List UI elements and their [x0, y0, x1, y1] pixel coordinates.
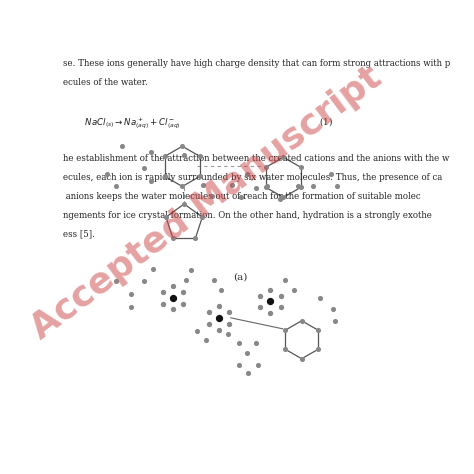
Point [262, 183, 270, 191]
Point [161, 153, 169, 160]
Point [127, 290, 135, 298]
Point [196, 153, 204, 160]
Point [162, 213, 170, 221]
Point [280, 154, 287, 161]
Point [179, 182, 186, 190]
Point [161, 173, 169, 180]
Point [276, 195, 283, 203]
Point [140, 164, 147, 172]
Point [149, 265, 157, 273]
Point [333, 182, 340, 190]
Point [298, 317, 305, 325]
Text: Accepted Manuscript: Accepted Manuscript [24, 60, 388, 346]
Point [236, 362, 243, 369]
Point [256, 292, 264, 300]
Point [314, 346, 322, 353]
Point [228, 181, 236, 189]
Point [252, 339, 260, 347]
Point [316, 294, 324, 301]
Point [215, 302, 223, 310]
Point [147, 148, 155, 155]
Point [180, 288, 187, 296]
Text: $\mathit{NaCl}_{(s)} \rightarrow \mathit{Na}^+_{(aq)} + \mathit{Cl}^-_{(aq)}$   : $\mathit{NaCl}_{(s)} \rightarrow \mathit… [63, 116, 333, 131]
Point [217, 287, 225, 294]
Point [254, 362, 262, 369]
Point [226, 308, 233, 316]
Point [277, 292, 284, 300]
Point [196, 173, 204, 180]
Point [331, 318, 338, 325]
Point [243, 349, 250, 356]
Point [267, 286, 274, 293]
Text: ecules, each ion is rapidly surrounded by six water molecules. Thus, the presenc: ecules, each ion is rapidly surrounded b… [63, 173, 442, 182]
Point [329, 305, 337, 312]
Point [298, 355, 305, 363]
Point [252, 184, 260, 192]
Point [169, 306, 177, 313]
Point [280, 193, 287, 201]
Point [226, 320, 233, 328]
Point [262, 164, 270, 171]
Point [140, 278, 147, 285]
Point [191, 235, 199, 242]
Point [294, 182, 302, 190]
Point [147, 177, 155, 185]
Point [118, 143, 126, 150]
Text: ngements for ice crystal formation. On the other hand, hydration is a strongly e: ngements for ice crystal formation. On t… [63, 210, 432, 219]
Point [327, 170, 335, 177]
Point [314, 327, 322, 334]
Text: (a): (a) [233, 272, 247, 281]
Text: anions keeps the water molecules out of reach for the formation of suitable mole: anions keeps the water molecules out of … [63, 191, 420, 201]
Point [225, 330, 232, 338]
Point [282, 346, 289, 353]
Point [291, 287, 298, 294]
Point [208, 192, 216, 200]
Point [243, 170, 250, 177]
Point [180, 300, 187, 308]
Point [245, 369, 252, 376]
Point [193, 327, 201, 335]
Point [256, 303, 264, 311]
Text: ess [5].: ess [5]. [63, 229, 95, 238]
Point [297, 164, 305, 171]
Point [169, 294, 177, 301]
Point [215, 314, 223, 322]
Point [205, 308, 213, 316]
Point [182, 276, 190, 283]
Point [263, 182, 271, 190]
Point [112, 182, 120, 190]
Point [282, 327, 289, 334]
Point [199, 181, 206, 189]
Point [169, 283, 177, 290]
Point [210, 276, 217, 283]
Point [282, 276, 289, 283]
Text: ecules of the water.: ecules of the water. [63, 78, 148, 87]
Point [112, 278, 120, 285]
Point [159, 300, 167, 308]
Point [169, 235, 177, 242]
Point [202, 336, 210, 344]
Point [188, 266, 195, 274]
Point [180, 200, 188, 208]
Point [215, 326, 223, 333]
Point [180, 152, 188, 159]
Point [297, 183, 305, 191]
Point [237, 193, 245, 201]
Point [179, 143, 186, 150]
Point [127, 303, 135, 310]
Point [159, 288, 167, 296]
Point [205, 320, 213, 328]
Point [267, 310, 274, 317]
Point [267, 298, 274, 305]
Point [277, 303, 284, 311]
Point [309, 182, 317, 190]
Point [236, 339, 243, 347]
Text: se. These ions generally have high charge density that can form strong attractio: se. These ions generally have high charg… [63, 59, 450, 68]
Point [199, 213, 206, 221]
Text: he establishment of the attraction between the created cations and the anions wi: he establishment of the attraction betwe… [63, 154, 449, 163]
Point [103, 170, 111, 177]
